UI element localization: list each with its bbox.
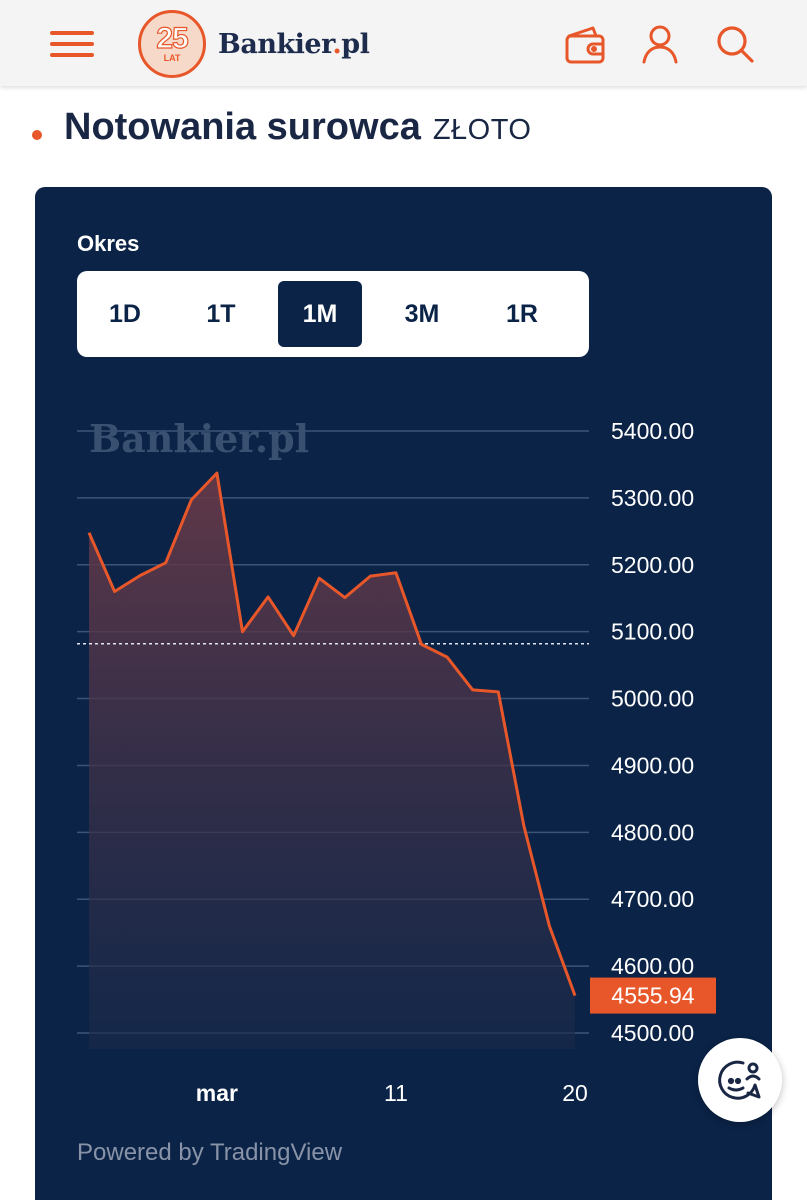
bankier-logo[interactable]: 25 LAT Bankier.pl bbox=[138, 10, 370, 78]
y-tick-label: 4900.00 bbox=[611, 752, 694, 778]
wallet-icon[interactable] bbox=[563, 22, 607, 66]
period-button-3m[interactable]: 3M bbox=[404, 299, 440, 328]
y-tick-label: 5100.00 bbox=[611, 619, 694, 645]
search-icon[interactable] bbox=[713, 22, 757, 66]
x-tick-label: 11 bbox=[384, 1080, 408, 1106]
logo-name: Bankier bbox=[218, 28, 333, 60]
last-price-tag: 4555.94 bbox=[590, 977, 716, 1014]
y-tick-label: 4700.00 bbox=[611, 886, 694, 912]
y-tick-label: 4500.00 bbox=[611, 1020, 694, 1046]
y-tick-label: 5400.00 bbox=[611, 418, 694, 444]
user-icon[interactable] bbox=[638, 22, 682, 66]
period-button-1m[interactable]: 1M bbox=[278, 281, 362, 347]
period-label: Okres bbox=[77, 231, 140, 256]
x-tick-label: 20 bbox=[562, 1080, 588, 1106]
y-tick-label: 5300.00 bbox=[611, 485, 694, 511]
page-title: Notowania surowca bbox=[64, 105, 421, 148]
price-area bbox=[89, 473, 575, 1050]
chart-card: Okres 1D 1T 1M 3M 1R Bankier.pl 5400.00 5… bbox=[35, 187, 772, 1200]
menu-icon[interactable] bbox=[50, 31, 94, 57]
price-line bbox=[87, 471, 577, 997]
badge-sub: LAT bbox=[163, 53, 181, 63]
y-tick-label: 5200.00 bbox=[611, 552, 694, 578]
y-tick-label: 4800.00 bbox=[611, 819, 694, 845]
anniversary-badge: 25 LAT bbox=[138, 10, 206, 78]
top-header: 25 LAT Bankier.pl bbox=[0, 0, 807, 86]
period-button-1d[interactable]: 1D bbox=[109, 299, 141, 328]
chart-watermark: Bankier.pl bbox=[89, 416, 309, 461]
period-button-1r[interactable]: 1R bbox=[506, 299, 538, 328]
period-button-1t[interactable]: 1T bbox=[206, 299, 236, 328]
y-tick-label: 5000.00 bbox=[611, 686, 694, 712]
powered-by-link[interactable]: Powered by TradingView bbox=[77, 1139, 343, 1166]
x-tick-label: mar bbox=[196, 1080, 238, 1106]
price-tag-text: 4555.94 bbox=[611, 983, 694, 1009]
logo-dot: . bbox=[332, 28, 342, 60]
logo-text: Bankier.pl bbox=[218, 28, 370, 60]
price-chart[interactable]: Bankier.pl 5400.00 5300.00 5200.00 5100.00 5… bbox=[35, 187, 772, 1187]
commodity-name: ZŁOTO bbox=[432, 113, 532, 146]
chat-button[interactable] bbox=[698, 1038, 782, 1122]
logo-tld: pl bbox=[341, 28, 370, 60]
chat-icon bbox=[718, 1060, 761, 1100]
price-tag-bg bbox=[590, 977, 716, 1014]
y-tick-label: 4600.00 bbox=[611, 953, 694, 979]
title-bullet bbox=[32, 130, 42, 140]
period-selector: 1D 1T 1M 3M 1R bbox=[77, 271, 589, 357]
page-title-row: Notowania surowca ZŁOTO bbox=[32, 102, 532, 152]
badge-number: 25 bbox=[156, 22, 190, 55]
